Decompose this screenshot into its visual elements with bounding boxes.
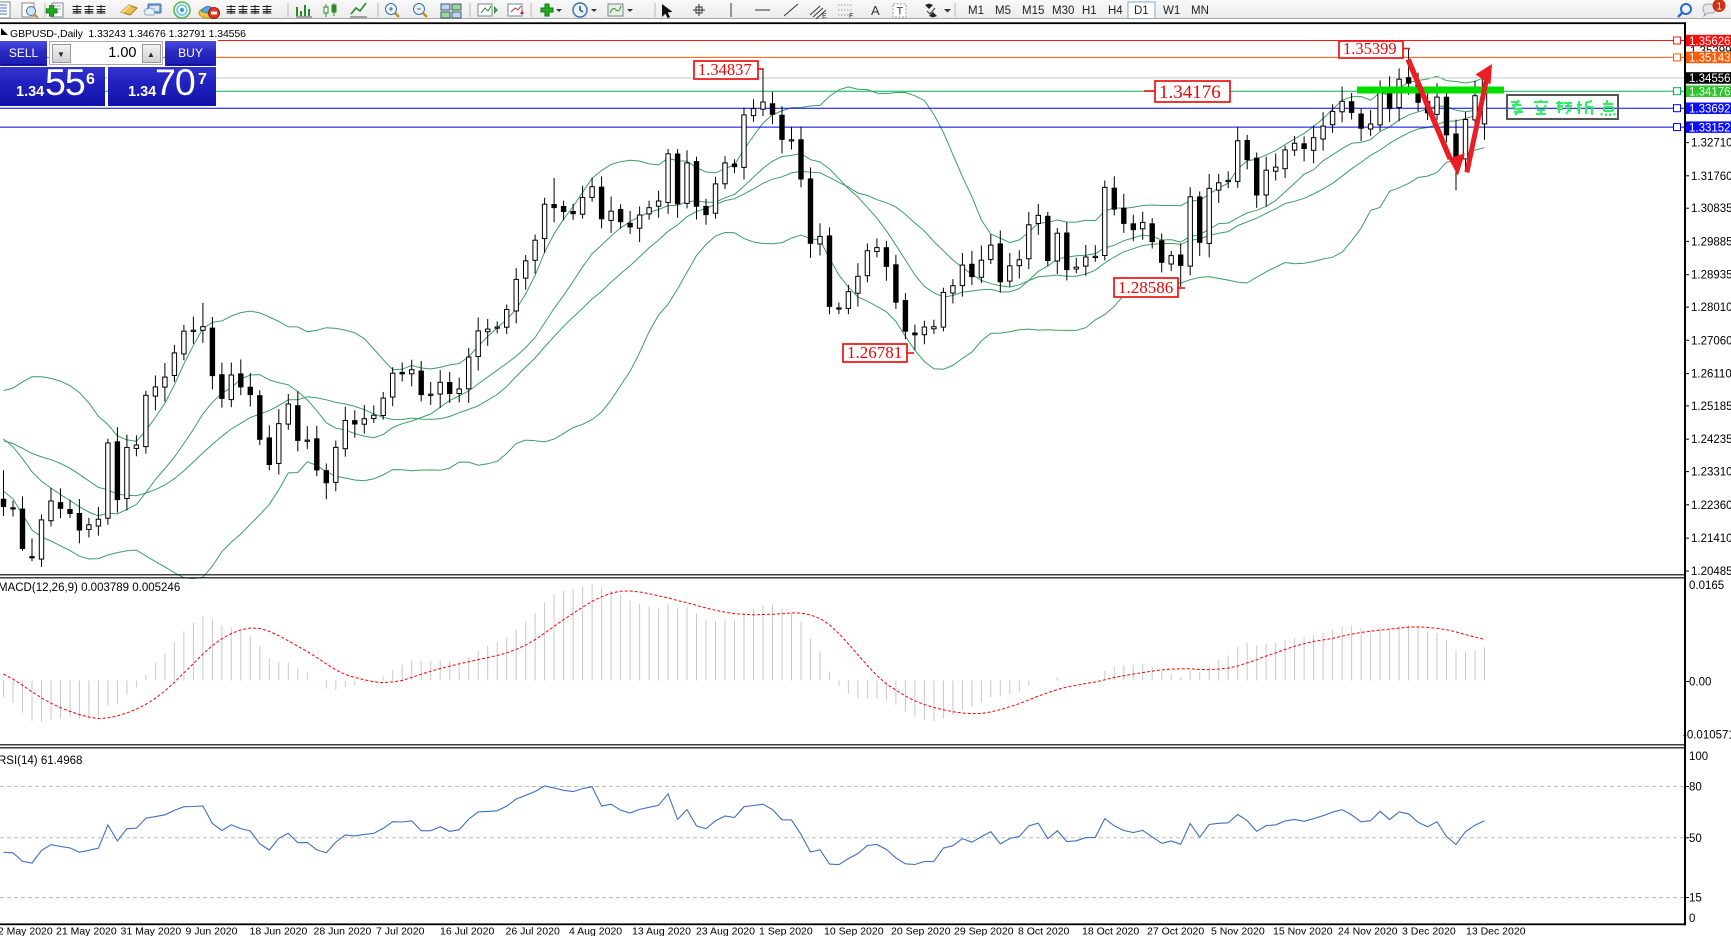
svg-text:9 Jun 2020: 9 Jun 2020: [186, 926, 238, 936]
svg-text:T: T: [897, 6, 904, 18]
svg-text:7 Jul 2020: 7 Jul 2020: [376, 926, 425, 936]
svg-text:1.24235: 1.24235: [1691, 434, 1731, 446]
svg-text:M1: M1: [968, 5, 984, 17]
svg-text:1.21410: 1.21410: [1691, 533, 1731, 545]
svg-text:1.33692: 1.33692: [1689, 104, 1731, 116]
svg-text:1: 1: [1717, 2, 1723, 13]
svg-text:1.29885: 1.29885: [1691, 236, 1731, 248]
svg-text:H4: H4: [1108, 5, 1123, 17]
svg-text:20 Sep 2020: 20 Sep 2020: [891, 926, 951, 936]
svg-text:1.28586: 1.28586: [1118, 278, 1173, 297]
svg-text:28 Jun 2020: 28 Jun 2020: [314, 926, 372, 936]
svg-text:1.33152: 1.33152: [1689, 122, 1731, 134]
svg-text:D1: D1: [1134, 5, 1149, 17]
svg-text:12 May 2020: 12 May 2020: [0, 926, 53, 936]
svg-text:MN: MN: [1191, 5, 1209, 17]
svg-text:8 Oct 2020: 8 Oct 2020: [1018, 926, 1070, 936]
svg-text:1.26110: 1.26110: [1691, 369, 1731, 381]
svg-text:1.35626: 1.35626: [1689, 36, 1731, 48]
svg-text:1.35399: 1.35399: [1690, 46, 1731, 58]
svg-text:13 Dec 2020: 13 Dec 2020: [1466, 926, 1526, 936]
svg-text:0: 0: [1689, 913, 1695, 925]
svg-text:MACD(12,26,9) 0.003789 0.00524: MACD(12,26,9) 0.003789 0.005246: [0, 582, 180, 594]
svg-text:1.28935: 1.28935: [1691, 270, 1731, 282]
svg-text:A: A: [871, 3, 880, 18]
svg-text:80: 80: [1689, 782, 1702, 794]
svg-text:1.26781: 1.26781: [847, 343, 902, 362]
svg-text:1.31760: 1.31760: [1691, 171, 1731, 183]
svg-text:27 Oct 2020: 27 Oct 2020: [1147, 926, 1204, 936]
svg-text:1.27060: 1.27060: [1691, 335, 1731, 347]
svg-text:M30: M30: [1052, 5, 1074, 17]
svg-text:24 Nov 2020: 24 Nov 2020: [1338, 926, 1398, 936]
svg-text:RSI(14) 61.4968: RSI(14) 61.4968: [0, 755, 82, 767]
svg-text:13 Aug 2020: 13 Aug 2020: [632, 926, 691, 936]
svg-text:E: E: [822, 13, 827, 20]
svg-text:M15: M15: [1022, 5, 1044, 17]
svg-text:H1: H1: [1082, 5, 1097, 17]
svg-text:1.34176: 1.34176: [1159, 82, 1221, 103]
svg-text:M5: M5: [995, 5, 1011, 17]
svg-text:15: 15: [1689, 893, 1702, 905]
svg-text:1.20485: 1.20485: [1691, 566, 1731, 578]
svg-text:1.25185: 1.25185: [1691, 401, 1731, 413]
svg-text:1.28010: 1.28010: [1691, 302, 1731, 314]
svg-text:1.32710: 1.32710: [1691, 138, 1731, 150]
svg-text:4 Aug 2020: 4 Aug 2020: [569, 926, 622, 936]
svg-text:50: 50: [1689, 833, 1702, 845]
svg-text:1.35399: 1.35399: [1343, 39, 1397, 58]
svg-text:1.34176: 1.34176: [1689, 87, 1731, 99]
svg-text:1.23310: 1.23310: [1691, 467, 1731, 479]
svg-text:16 Jul 2020: 16 Jul 2020: [440, 926, 494, 936]
svg-text:1.35143: 1.35143: [1689, 53, 1731, 65]
svg-text:10 Sep 2020: 10 Sep 2020: [824, 926, 884, 936]
svg-text:0.00: 0.00: [1689, 677, 1711, 689]
svg-text:15 Nov 2020: 15 Nov 2020: [1273, 926, 1333, 936]
svg-text:1.22360: 1.22360: [1691, 500, 1731, 512]
svg-text:26 Jul 2020: 26 Jul 2020: [506, 926, 560, 936]
svg-text:23 Aug 2020: 23 Aug 2020: [696, 926, 755, 936]
svg-text:1.34837: 1.34837: [698, 60, 752, 79]
svg-text:21 May 2020: 21 May 2020: [56, 926, 117, 936]
svg-text:18 Oct 2020: 18 Oct 2020: [1082, 926, 1139, 936]
svg-text:F: F: [849, 13, 853, 20]
svg-text:1 Sep 2020: 1 Sep 2020: [759, 926, 813, 936]
svg-text:0.0165: 0.0165: [1689, 580, 1724, 592]
svg-text:-0.010571: -0.010571: [1683, 730, 1731, 742]
svg-text:W1: W1: [1163, 5, 1180, 17]
svg-text:31 May 2020: 31 May 2020: [121, 926, 182, 936]
svg-text:1.34556: 1.34556: [1689, 73, 1731, 85]
svg-text:1.30835: 1.30835: [1691, 203, 1731, 215]
svg-text:29 Sep 2020: 29 Sep 2020: [954, 926, 1014, 936]
svg-text:100: 100: [1689, 751, 1708, 763]
svg-text:5 Nov 2020: 5 Nov 2020: [1211, 926, 1265, 936]
svg-text:3 Dec 2020: 3 Dec 2020: [1402, 926, 1456, 936]
svg-text:18 Jun 2020: 18 Jun 2020: [250, 926, 308, 936]
